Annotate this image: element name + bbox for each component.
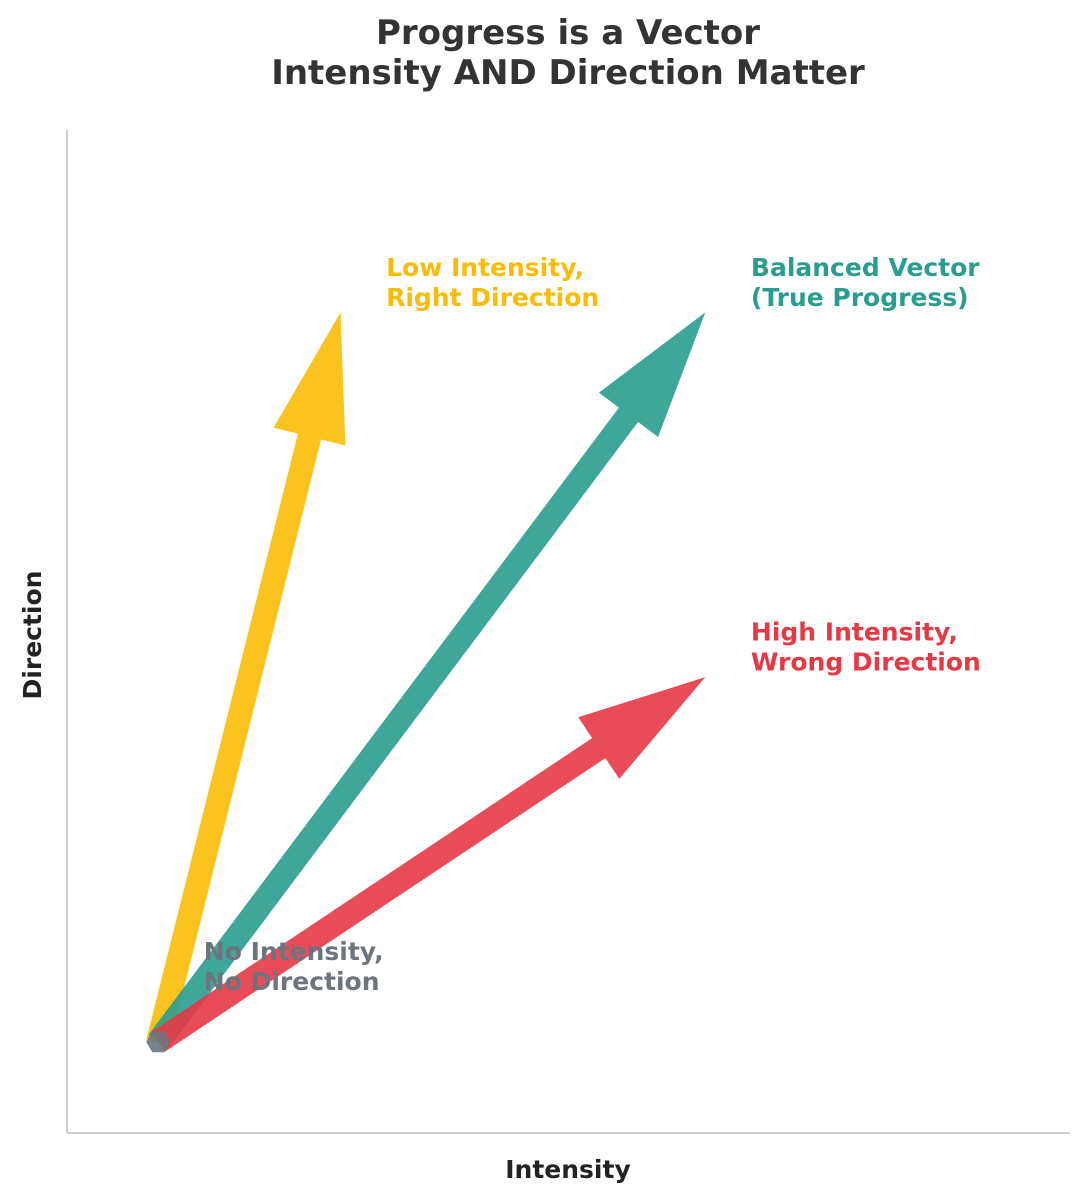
vector-label-line: High Intensity, (751, 618, 958, 647)
vector-label-balanced: Balanced Vector (True Progress) (751, 253, 980, 312)
chart-title-line-2: Intensity AND Direction Matter (271, 53, 865, 93)
vector-arrow-low-intensity (146, 312, 346, 1045)
vector-label-line: Right Direction (386, 283, 599, 312)
chart-title-line-1: Progress is a Vector (376, 13, 760, 53)
origin-label-line: No Direction (204, 967, 380, 996)
vector-arrow-high-intensity (151, 677, 706, 1052)
vector-arrow-balanced (148, 312, 706, 1049)
vector-label-high-intensity: High Intensity, Wrong Direction (751, 618, 981, 677)
origin-label-line: No Intensity, (204, 937, 384, 966)
vector-label-line: Low Intensity, (386, 253, 584, 282)
vector-label-low-intensity: Low Intensity, Right Direction (386, 253, 599, 312)
vector-label-line: (True Progress) (751, 283, 969, 312)
y-axis-label: Direction (18, 571, 47, 700)
origin-point-marker (146, 1031, 171, 1053)
vector-label-line: Wrong Direction (751, 648, 981, 677)
origin-point-label: No Intensity, No Direction (204, 937, 384, 996)
vector-label-line: Balanced Vector (751, 253, 980, 282)
x-axis-label: Intensity (505, 1155, 631, 1184)
vectors-layer (146, 312, 706, 1053)
annotations-layer: Low Intensity, Right Direction Balanced Ve… (204, 253, 981, 996)
